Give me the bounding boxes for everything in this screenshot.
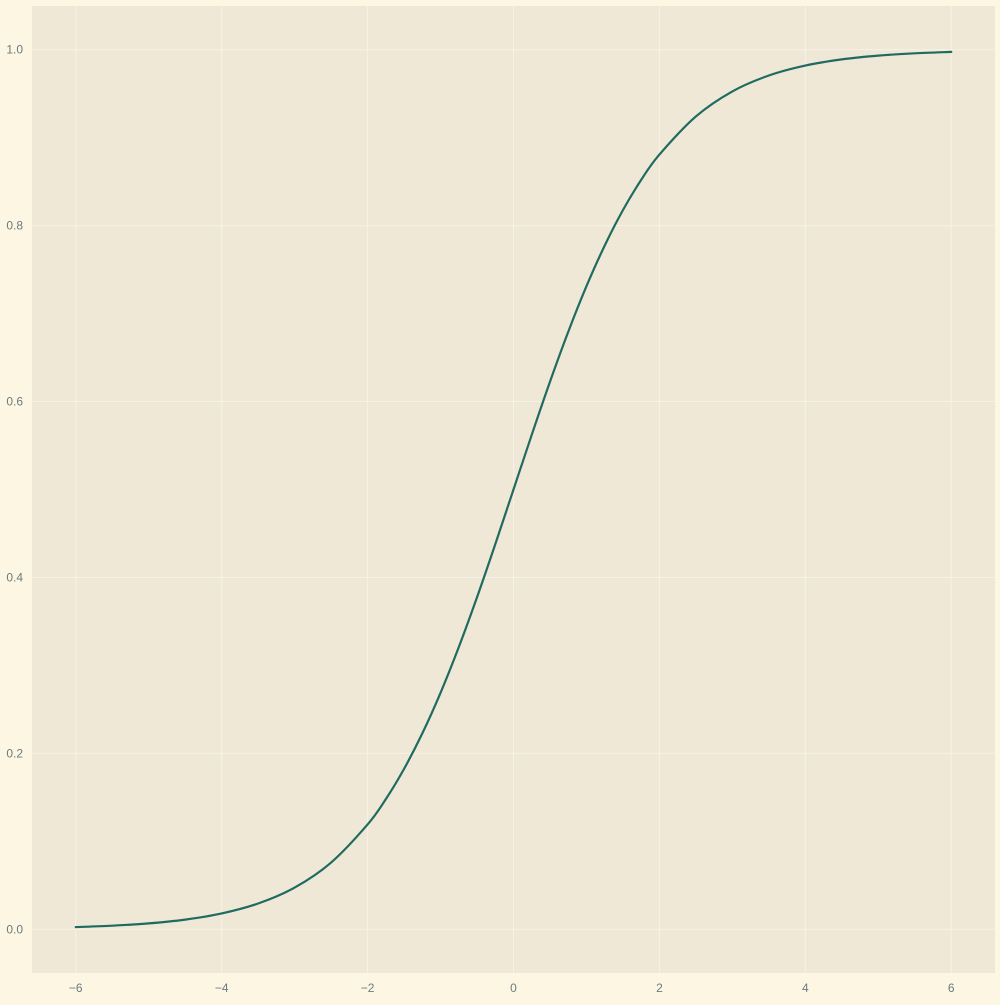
x-axis-ticks: −6 −4 −2 0 2 4 6 [69,981,955,995]
x-tick-label: −2 [361,981,375,995]
y-tick-label: 1.0 [6,43,23,57]
y-tick-label: 0.2 [6,746,23,760]
x-tick-label: 4 [802,981,809,995]
series-line [74,50,953,929]
x-tick-label: 2 [656,981,663,995]
x-tick-label: −6 [69,981,83,995]
series-lines [74,50,953,929]
grid-lines [32,6,995,973]
y-tick-label: 0.0 [6,922,23,936]
x-tick-label: 0 [510,981,517,995]
y-tick-label: 0.8 [6,219,23,233]
y-tick-label: 0.6 [6,395,23,409]
x-tick-label: −4 [215,981,229,995]
y-axis-ticks: 0.0 0.2 0.4 0.6 0.8 1.0 [6,43,23,937]
x-tick-label: 6 [948,981,955,995]
y-tick-label: 0.4 [6,570,23,584]
